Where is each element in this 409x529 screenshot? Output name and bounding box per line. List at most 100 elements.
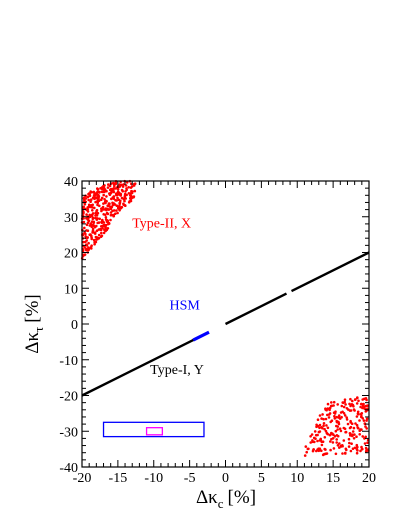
data-point bbox=[346, 422, 350, 426]
data-point bbox=[96, 188, 100, 191]
data-point bbox=[105, 195, 108, 198]
data-point bbox=[325, 431, 329, 435]
data-point bbox=[366, 404, 370, 407]
data-point bbox=[105, 218, 109, 222]
data-point bbox=[83, 253, 86, 257]
data-point bbox=[95, 238, 98, 241]
y-tick-label: -20 bbox=[59, 390, 78, 405]
data-point bbox=[339, 429, 343, 433]
data-point bbox=[118, 202, 121, 206]
data-point bbox=[305, 450, 309, 454]
data-point bbox=[355, 402, 359, 405]
data-point bbox=[90, 198, 93, 201]
data-point bbox=[322, 417, 325, 421]
data-point bbox=[336, 444, 340, 447]
data-point bbox=[323, 447, 327, 451]
data-point bbox=[344, 403, 347, 406]
data-point bbox=[361, 398, 365, 401]
data-point bbox=[331, 441, 335, 444]
data-point bbox=[347, 437, 351, 441]
data-point bbox=[349, 425, 353, 429]
axis-titles: Δκc [%] Δκτ[%] bbox=[22, 294, 256, 511]
data-point bbox=[317, 430, 321, 434]
data-point bbox=[110, 205, 114, 209]
data-point bbox=[359, 449, 362, 453]
data-point bbox=[106, 227, 110, 230]
data-point bbox=[355, 415, 359, 418]
data-point bbox=[114, 182, 117, 186]
data-point bbox=[104, 199, 108, 203]
y-tick-label: 0 bbox=[71, 318, 78, 333]
data-point bbox=[100, 186, 104, 189]
data-point bbox=[106, 186, 110, 189]
data-point bbox=[97, 233, 101, 237]
data-point bbox=[101, 208, 105, 211]
data-point bbox=[341, 452, 344, 455]
data-point bbox=[93, 206, 96, 210]
data-point bbox=[91, 223, 95, 226]
points-layer bbox=[80, 179, 370, 457]
annotation-label: Type-I, Y bbox=[150, 363, 204, 378]
data-point bbox=[109, 187, 113, 191]
data-point bbox=[329, 440, 332, 443]
data-point bbox=[118, 184, 122, 188]
data-point bbox=[94, 235, 98, 239]
data-point bbox=[364, 404, 367, 408]
data-point bbox=[90, 244, 93, 247]
data-point bbox=[355, 451, 359, 455]
data-point bbox=[358, 419, 361, 422]
data-point bbox=[97, 236, 101, 240]
data-point bbox=[91, 209, 94, 212]
y-axis-title: Δκτ[%] bbox=[22, 294, 46, 354]
data-point bbox=[94, 200, 97, 204]
data-point bbox=[86, 218, 90, 221]
y-tick-label: -30 bbox=[59, 425, 78, 440]
data-point bbox=[355, 423, 359, 427]
data-point bbox=[334, 429, 338, 433]
data-point bbox=[127, 186, 130, 189]
data-point bbox=[95, 214, 99, 217]
data-point bbox=[333, 414, 336, 418]
data-point bbox=[320, 440, 324, 444]
data-point bbox=[118, 191, 121, 195]
data-point bbox=[110, 213, 114, 217]
data-point bbox=[96, 203, 99, 207]
data-point bbox=[362, 402, 365, 406]
data-point bbox=[102, 213, 105, 216]
data-point bbox=[338, 442, 341, 445]
data-point bbox=[320, 443, 324, 447]
data-point bbox=[335, 420, 339, 424]
data-point bbox=[321, 413, 324, 416]
data-point bbox=[102, 202, 105, 205]
data-point bbox=[91, 212, 95, 215]
data-point bbox=[116, 211, 119, 215]
data-point bbox=[114, 212, 117, 215]
data-point bbox=[90, 225, 93, 228]
data-point bbox=[90, 247, 93, 250]
data-point bbox=[364, 446, 368, 450]
data-point bbox=[96, 221, 99, 225]
y-tick-label: -40 bbox=[59, 461, 78, 476]
data-point bbox=[83, 196, 86, 199]
data-point bbox=[132, 184, 136, 187]
data-point bbox=[349, 419, 352, 423]
data-point bbox=[340, 415, 343, 419]
data-point bbox=[85, 223, 89, 227]
data-point bbox=[328, 433, 332, 437]
data-point bbox=[101, 205, 105, 209]
data-point bbox=[326, 402, 330, 406]
y-tick-label: 40 bbox=[64, 175, 78, 190]
series-type-ii-x bbox=[80, 179, 370, 457]
data-point bbox=[314, 437, 317, 441]
data-point bbox=[356, 396, 359, 400]
data-point bbox=[92, 194, 96, 197]
data-point bbox=[360, 447, 364, 451]
data-point bbox=[97, 195, 101, 198]
data-point bbox=[333, 435, 337, 438]
data-point bbox=[349, 434, 352, 437]
data-point bbox=[327, 416, 331, 419]
data-point bbox=[303, 454, 307, 457]
data-point bbox=[107, 222, 111, 225]
data-point bbox=[353, 446, 357, 450]
data-point bbox=[127, 201, 131, 204]
